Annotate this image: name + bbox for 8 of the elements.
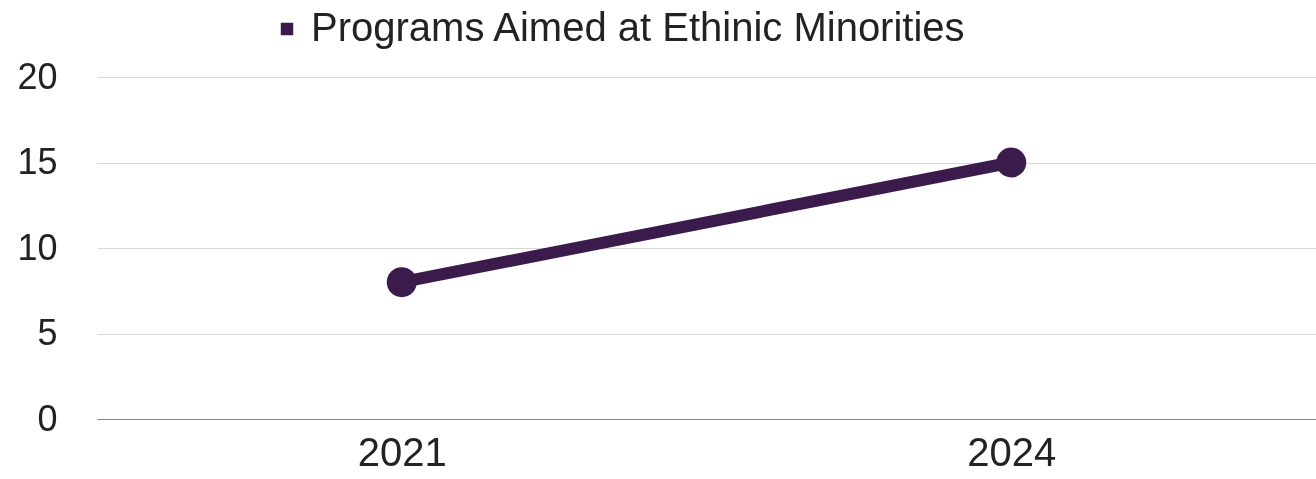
y-tick-label: 10 <box>17 226 58 268</box>
y-tick-label: 0 <box>37 397 58 439</box>
x-tick-label: 2021 <box>357 429 447 474</box>
y-tick-label: 15 <box>17 141 58 182</box>
y-tick-label: 20 <box>17 55 58 97</box>
y-tick-label: 5 <box>37 312 58 353</box>
x-tick-label: 2024 <box>967 429 1057 474</box>
legend-label: Programs Aimed at Ethinic Minorities <box>311 5 965 49</box>
